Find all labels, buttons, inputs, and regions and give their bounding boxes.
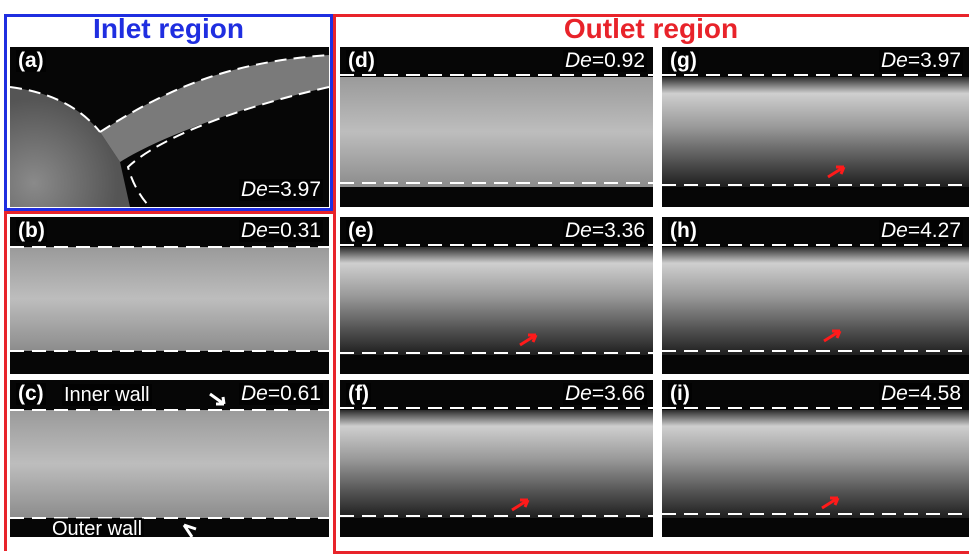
panel-label-d: (d) bbox=[346, 50, 377, 72]
panel-label-e: (e) bbox=[346, 220, 376, 242]
panel-e: (e) De=3.36 bbox=[340, 217, 653, 374]
panel-c: (c) Inner wall De=0.61 Outer wall bbox=[10, 380, 329, 537]
de-value-d: De=0.92 bbox=[563, 50, 647, 72]
outer-wall-label: Outer wall bbox=[50, 518, 144, 537]
panel-label-c: (c) bbox=[16, 383, 46, 405]
de-value-e: De=3.36 bbox=[563, 220, 647, 242]
panel-d: (d) De=0.92 bbox=[340, 47, 653, 207]
panel-i: (i) De=4.58 bbox=[662, 380, 969, 537]
panel-b: (b) De=0.31 bbox=[10, 217, 329, 374]
de-value-f: De=3.66 bbox=[563, 383, 647, 405]
panel-a: (a) De=3.97 bbox=[10, 47, 329, 207]
de-value-g: De=3.97 bbox=[879, 50, 963, 72]
panel-g: (g) De=3.97 bbox=[662, 47, 969, 207]
inner-wall-arrow-icon bbox=[210, 394, 224, 404]
panel-label-g: (g) bbox=[668, 50, 699, 72]
panel-h: (h) De=4.27 bbox=[662, 217, 969, 374]
de-value-b: De=0.31 bbox=[239, 220, 323, 242]
panel-label-a: (a) bbox=[16, 50, 46, 72]
de-value-c: De=0.61 bbox=[239, 383, 323, 405]
panel-label-i: (i) bbox=[668, 383, 692, 405]
panel-label-f: (f) bbox=[346, 383, 371, 405]
de-value-a: De=3.97 bbox=[239, 179, 323, 201]
panel-label-h: (h) bbox=[668, 220, 699, 242]
inlet-region-title: Inlet region bbox=[4, 14, 333, 44]
de-value-h: De=4.27 bbox=[879, 220, 963, 242]
de-value-i: De=4.58 bbox=[879, 383, 963, 405]
outer-wall-arrow-icon bbox=[184, 525, 196, 537]
panel-f: (f) De=3.66 bbox=[340, 380, 653, 537]
panel-label-b: (b) bbox=[16, 220, 47, 242]
outlet-region-title: Outlet region bbox=[333, 14, 969, 44]
inner-wall-label: Inner wall bbox=[62, 384, 152, 406]
